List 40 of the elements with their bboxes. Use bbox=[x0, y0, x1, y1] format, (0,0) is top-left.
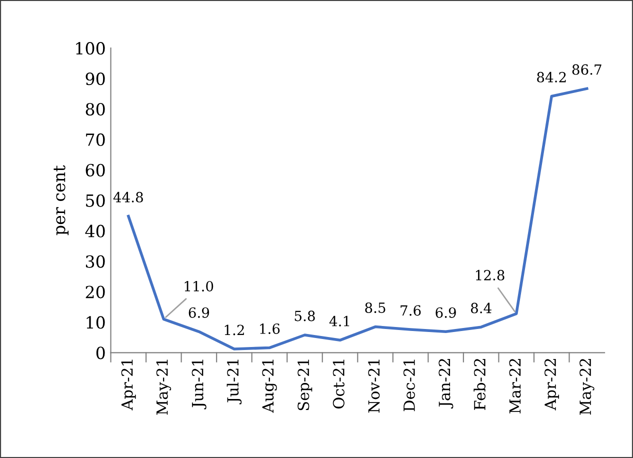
y-tick-label: 10 bbox=[86, 316, 105, 329]
data-label: 7.6 bbox=[400, 305, 421, 316]
data-label: 6.9 bbox=[188, 307, 210, 318]
y-tick-label: 50 bbox=[86, 194, 105, 207]
data-label: 4.1 bbox=[329, 316, 350, 326]
x-tick-label: May-22 bbox=[580, 359, 594, 415]
x-tick-label: Oct-21 bbox=[332, 360, 344, 408]
y-tick-label: 60 bbox=[86, 164, 105, 176]
data-label: 1.6 bbox=[260, 323, 280, 334]
y-tick-label: 30 bbox=[86, 255, 105, 268]
y-axis-title: per cent bbox=[54, 165, 69, 236]
x-tick-label: Apr-22 bbox=[544, 359, 560, 410]
x-tick-label: Jan-22 bbox=[438, 359, 454, 408]
data-label: 86.7 bbox=[572, 64, 602, 75]
data-label: 12.8 bbox=[476, 270, 504, 280]
data-label: 8.5 bbox=[365, 302, 386, 313]
y-tick-label: 0 bbox=[96, 346, 105, 360]
x-tick-label: Nov-21 bbox=[368, 360, 380, 413]
x-tick-label: Sep-21 bbox=[298, 360, 312, 410]
x-tick-label: Jun-21 bbox=[192, 360, 206, 410]
x-tick-label: Mar-22 bbox=[509, 359, 521, 414]
y-tick-label: 70 bbox=[86, 133, 105, 146]
x-tick-label: Apr-21 bbox=[121, 360, 136, 410]
y-tick-label: 100 bbox=[76, 42, 105, 55]
data-label: 1.2 bbox=[224, 324, 244, 336]
y-tick-label: 40 bbox=[85, 224, 105, 238]
y-tick-label: 20 bbox=[86, 286, 105, 298]
data-label: 44.8 bbox=[113, 192, 143, 202]
data-label: 84.2 bbox=[537, 72, 566, 82]
y-tick-label: 80 bbox=[86, 102, 105, 116]
x-tick-label: Aug-21 bbox=[262, 360, 277, 413]
data-label: 11.0 bbox=[184, 280, 214, 292]
data-label: 6.9 bbox=[436, 307, 456, 318]
x-tick-label: Feb-22 bbox=[474, 359, 486, 410]
x-tick-label: Dec-21 bbox=[403, 360, 415, 412]
y-tick-label: 90 bbox=[86, 72, 105, 86]
x-tick-label: Jul-21 bbox=[226, 360, 242, 404]
x-tick-label: May-21 bbox=[156, 360, 172, 415]
data-label: 8.4 bbox=[470, 302, 492, 314]
data-label: 5.8 bbox=[294, 310, 315, 322]
